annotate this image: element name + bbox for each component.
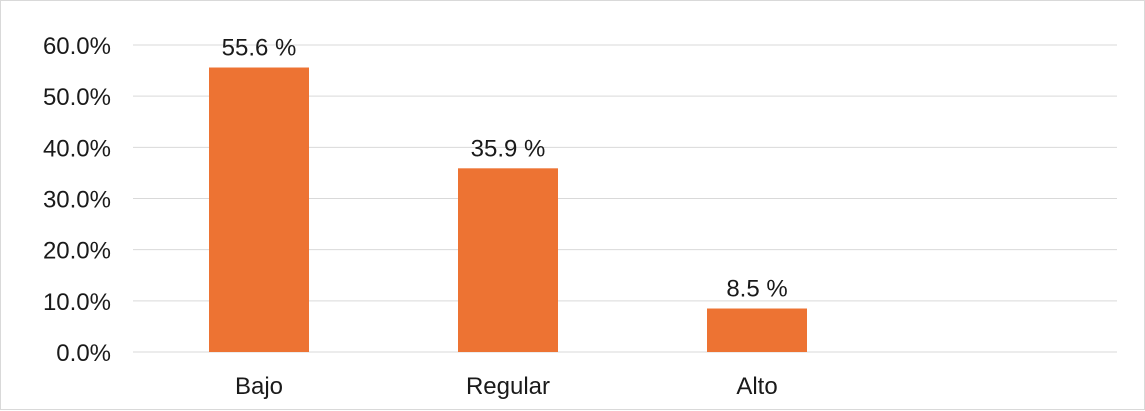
bar-bajo xyxy=(209,67,309,352)
y-tick-label: 50.0% xyxy=(43,84,111,111)
y-tick-label: 40.0% xyxy=(43,135,111,162)
bar-alto xyxy=(707,308,807,352)
y-tick-label: 30.0% xyxy=(43,187,111,214)
y-tick-label: 60.0% xyxy=(43,33,111,60)
category-label-alto: Alto xyxy=(736,373,777,400)
category-label-regular: Regular xyxy=(466,373,550,400)
y-tick-label: 0.0% xyxy=(56,340,111,367)
y-tick-label: 10.0% xyxy=(43,289,111,316)
data-label-bajo: 55.6 % xyxy=(222,35,297,62)
data-label-alto: 8.5 % xyxy=(726,276,787,303)
category-label-bajo: Bajo xyxy=(235,373,283,400)
bar-regular xyxy=(458,168,558,352)
y-tick-label: 20.0% xyxy=(43,238,111,265)
y-axis-ticks: 0.0% 10.0% 20.0% 30.0% 40.0% 50.0% 60.0% xyxy=(43,33,111,367)
bars xyxy=(209,67,807,352)
data-labels: 55.6 % 35.9 % 8.5 % xyxy=(222,35,788,303)
data-label-regular: 35.9 % xyxy=(471,135,546,162)
category-labels: Bajo Regular Alto xyxy=(235,373,778,400)
